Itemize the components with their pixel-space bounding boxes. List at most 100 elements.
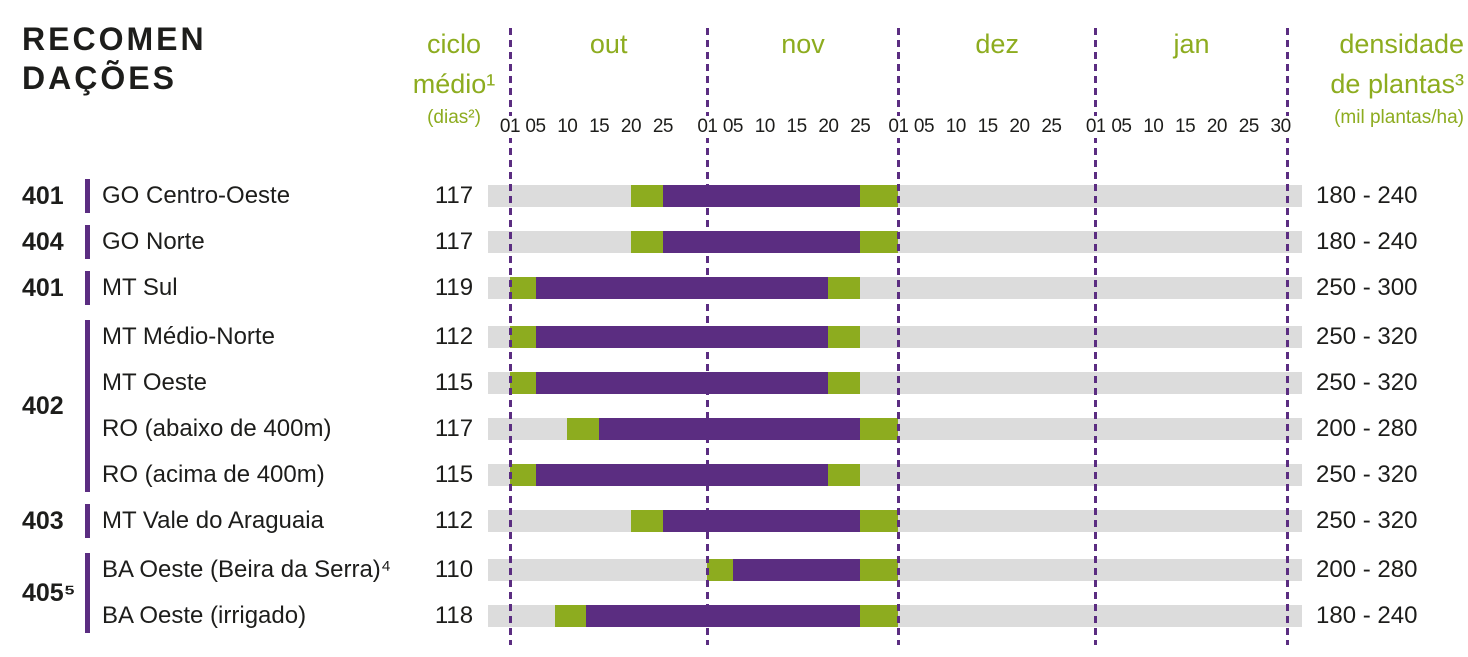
tick-label: 15 — [780, 116, 813, 138]
region-label: MT Sul — [102, 274, 178, 301]
density-value: 250 - 320 — [1316, 507, 1418, 534]
density-value: 250 - 320 — [1316, 369, 1418, 396]
density-value: 180 - 240 — [1316, 182, 1418, 209]
bar-segment-purple — [662, 231, 861, 253]
tick-label: 05 — [519, 116, 552, 138]
region-label: BA Oeste (Beira da Serra)⁴ — [102, 556, 392, 583]
tick-label: 15 — [583, 116, 616, 138]
densidade-header-line2: de plantas³ — [1330, 69, 1464, 99]
row-group-label: 401 — [22, 274, 64, 302]
tick-label: 01 — [1079, 116, 1112, 138]
densidade-header-line1: densidade — [1339, 29, 1464, 59]
bar-segment-green — [860, 231, 899, 253]
ciclo-header-unit: (dias²) — [427, 107, 481, 128]
bar-segment-green — [828, 277, 861, 299]
tick-label: 01 — [691, 116, 724, 138]
bar-segment-green — [554, 605, 587, 627]
bar-segment-purple — [732, 559, 861, 581]
region-label: GO Centro-Oeste — [102, 182, 291, 209]
column-header-densidade: densidade de plantas³ (mil plantas/ha) — [1258, 24, 1464, 130]
tick-label: 25 — [844, 116, 877, 138]
ciclo-value: 117 — [434, 228, 474, 255]
bar-segment-green — [860, 185, 899, 207]
density-value: 250 - 320 — [1316, 323, 1418, 350]
bar-segment-green — [510, 326, 536, 348]
ciclo-value: 110 — [434, 556, 474, 583]
month-label: out — [589, 29, 628, 59]
density-value: 200 - 280 — [1316, 415, 1418, 442]
bar-segment-green — [631, 510, 663, 532]
region-label: RO (acima de 400m) — [102, 461, 325, 488]
group-bar — [85, 553, 90, 633]
row-group-label: 405⁵ — [22, 579, 76, 607]
region-label: GO Norte — [102, 228, 205, 255]
ciclo-value: 115 — [434, 461, 474, 488]
bar-segment-purple — [599, 418, 861, 440]
bar-segment-purple — [662, 185, 861, 207]
page-title: RECOMEN DAÇÕES — [22, 20, 207, 98]
month-label: jan — [1173, 29, 1210, 59]
tick-label: 10 — [551, 116, 584, 138]
month-gridline — [1285, 28, 1289, 645]
tick-label: 20 — [1200, 116, 1233, 138]
row-group-label: 404 — [22, 228, 64, 256]
bar-segment-purple — [662, 510, 861, 532]
tick-label: 05 — [1105, 116, 1138, 138]
tick-label: 10 — [939, 116, 972, 138]
density-value: 200 - 280 — [1316, 556, 1418, 583]
density-value: 180 - 240 — [1316, 228, 1418, 255]
bar-segment-purple — [535, 326, 829, 348]
tick-label: 05 — [716, 116, 749, 138]
bar-segment-green — [860, 559, 899, 581]
tick-label: 20 — [615, 116, 647, 138]
tick-label: 10 — [748, 116, 781, 138]
tick-label: 20 — [1003, 116, 1036, 138]
row-group-label: 402 — [22, 392, 64, 420]
bar-segment-green — [510, 464, 536, 486]
density-value: 180 - 240 — [1316, 602, 1418, 629]
month-gridline — [508, 28, 512, 645]
tick-label: 15 — [971, 116, 1004, 138]
tick-label: 05 — [908, 116, 940, 138]
densidade-header-unit: (mil plantas/ha) — [1334, 107, 1464, 128]
page-title-line2: DAÇÕES — [22, 60, 177, 96]
bar-segment-green — [510, 277, 536, 299]
ciclo-header-line2: médio¹ — [412, 69, 496, 99]
tick-label: 10 — [1137, 116, 1170, 138]
ciclo-value: 115 — [434, 369, 474, 396]
bar-segment-green — [567, 418, 600, 440]
ciclo-value: 118 — [434, 602, 474, 629]
bar-segment-green — [510, 372, 536, 394]
tick-label: 01 — [494, 116, 526, 138]
column-header-ciclo-medio: ciclo médio¹ (dias²) — [396, 24, 512, 130]
month-label: dez — [975, 29, 1019, 59]
ciclo-value: 117 — [434, 182, 474, 209]
bar-segment-green — [707, 559, 733, 581]
group-bar — [85, 225, 90, 259]
region-label: BA Oeste (irrigado) — [102, 602, 307, 629]
density-value: 250 - 320 — [1316, 461, 1418, 488]
tick-label: 25 — [1035, 116, 1068, 138]
bar-segment-green — [860, 418, 899, 440]
bar-segment-purple — [586, 605, 861, 627]
group-bar — [85, 271, 90, 305]
ciclo-value: 119 — [434, 274, 474, 301]
group-bar — [85, 504, 90, 538]
ciclo-header-line1: ciclo — [426, 29, 481, 59]
region-label: MT Médio-Norte — [102, 323, 275, 350]
bar-segment-green — [828, 464, 861, 486]
tick-label: 25 — [1232, 116, 1265, 138]
bar-segment-green — [828, 372, 861, 394]
bar-segment-green — [860, 510, 899, 532]
ciclo-value: 117 — [434, 415, 474, 442]
month-gridline — [897, 28, 900, 645]
bar-segment-purple — [535, 372, 829, 394]
region-label: RO (abaixo de 400m) — [102, 415, 332, 442]
row-group-label: 403 — [22, 507, 64, 535]
row-group-label: 401 — [22, 182, 64, 210]
group-bar — [85, 320, 90, 492]
bar-segment-green — [631, 231, 663, 253]
density-value: 250 - 300 — [1316, 274, 1418, 301]
month-label: nov — [781, 29, 825, 59]
